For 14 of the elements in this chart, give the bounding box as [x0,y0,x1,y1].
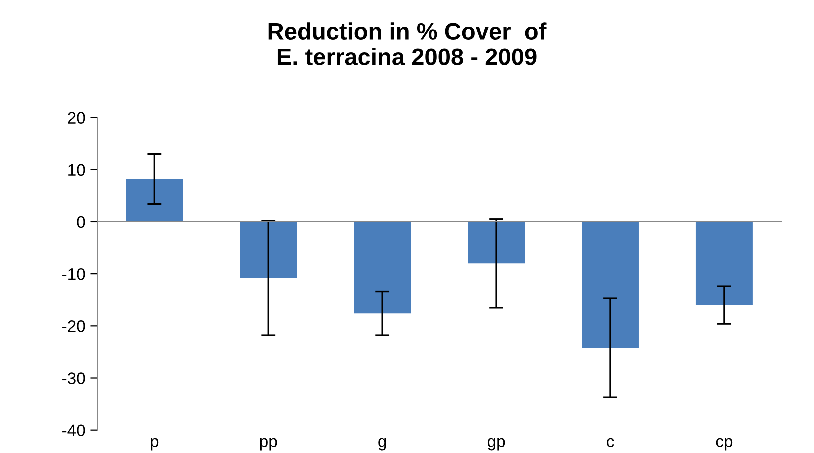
y-tick-label: 0 [77,216,86,228]
x-tick-label: pp [260,438,278,451]
x-tick-label: g [378,438,386,451]
x-tick-label: cp [716,438,733,451]
x-tick-label: p [151,438,159,451]
y-tick-label: -10 [62,268,86,280]
x-tick-label: c [607,438,614,448]
y-tick-label: -30 [62,372,86,384]
chart-title: Reduction in % Cover of E. terracina 2008 - 2009 [268,22,547,66]
y-tick-label: -20 [62,320,86,332]
x-tick-label: gp [488,438,506,451]
y-tick-label: 10 [68,164,86,176]
y-tick-label: 20 [68,112,86,124]
y-tick-label: -40 [62,424,86,437]
